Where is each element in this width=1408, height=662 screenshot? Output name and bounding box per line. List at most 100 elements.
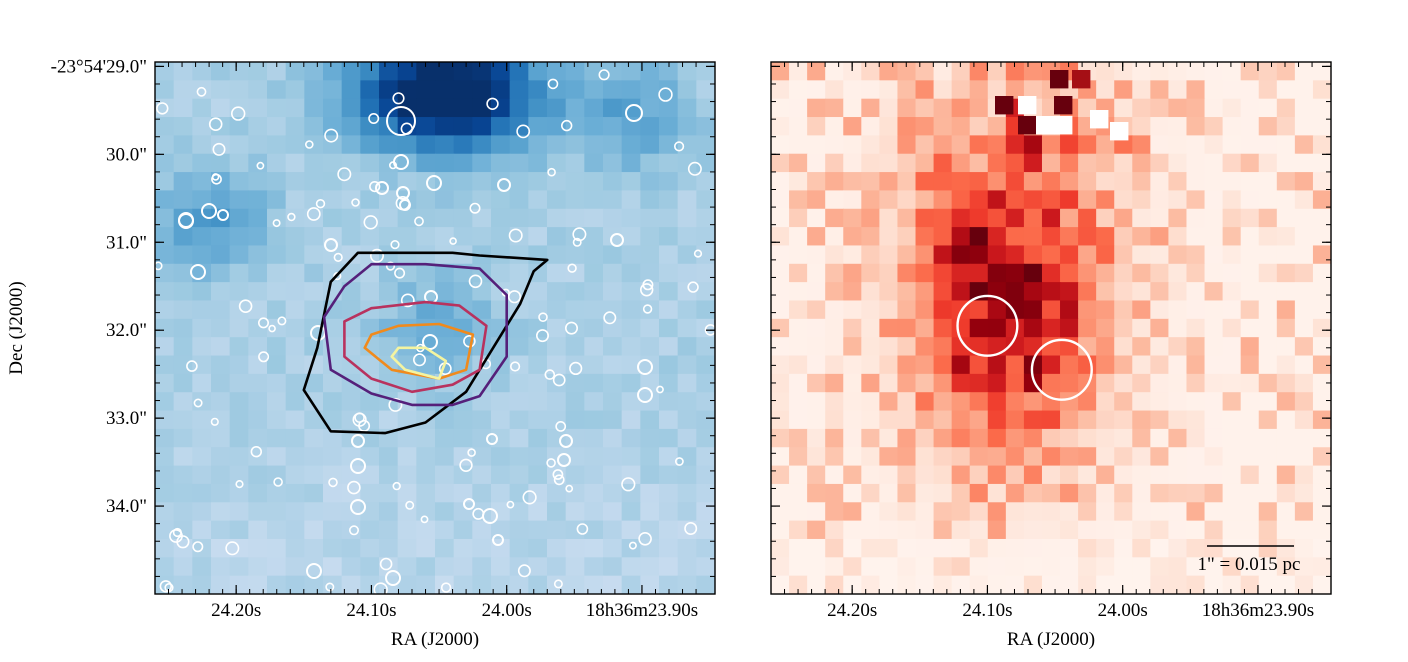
right-heatmap-cell xyxy=(789,575,808,594)
left-y-axis-label: Dec (J2000) xyxy=(6,281,27,374)
right-heatmap-cell xyxy=(1114,62,1133,81)
right-heatmap-cell xyxy=(987,410,1007,430)
left-heatmap-cell xyxy=(528,428,548,448)
source-circle xyxy=(347,480,361,495)
right-heatmap-cell xyxy=(987,190,1007,210)
left-heatmap-cell xyxy=(360,227,380,247)
left-heatmap-cell xyxy=(584,410,604,430)
right-heatmap-cell xyxy=(1150,392,1170,412)
left-heatmap-cell xyxy=(491,575,511,594)
source-marker-circle xyxy=(956,294,1019,357)
left-heatmap-cell xyxy=(304,245,324,265)
right-heatmap-cell xyxy=(1258,410,1278,430)
left-heatmap-cell xyxy=(621,575,641,594)
right-heatmap-cell xyxy=(1294,208,1314,228)
left-heatmap-cell xyxy=(360,190,380,210)
right-heatmap-cell xyxy=(807,190,826,210)
right-heatmap-cell xyxy=(1005,373,1025,393)
source-circle xyxy=(552,373,566,387)
right-heatmap-cell xyxy=(969,575,989,594)
left-heatmap-cell xyxy=(360,520,380,540)
right-heatmap-cell xyxy=(933,483,953,503)
left-heatmap-cell xyxy=(528,227,548,247)
left-heatmap-cell xyxy=(397,80,417,100)
left-heatmap-cell xyxy=(696,465,715,485)
right-heatmap-cell xyxy=(1096,300,1115,320)
right-heatmap-cell xyxy=(915,392,935,412)
right-heatmap-cell xyxy=(1222,263,1242,283)
right-heatmap-cell xyxy=(1258,190,1278,210)
right-heatmap-cell xyxy=(771,355,790,375)
left-heatmap-cell xyxy=(155,318,175,338)
right-heatmap-cell xyxy=(1186,392,1206,412)
left-heatmap-cell xyxy=(491,135,511,155)
left-heatmap-cell xyxy=(192,62,212,81)
left-heatmap-cell xyxy=(248,318,268,338)
right-heatmap-cell xyxy=(1023,80,1043,100)
source-circle xyxy=(328,477,338,488)
left-heatmap-cell xyxy=(435,483,455,503)
source-circle xyxy=(217,209,229,221)
left-heatmap-cell xyxy=(472,190,492,210)
right-heatmap-cell xyxy=(1132,263,1151,283)
right-heatmap-cell xyxy=(1204,428,1224,448)
right-heatmap-cell xyxy=(1132,282,1151,302)
right-heatmap-cell xyxy=(1078,337,1097,357)
left-heatmap-cell xyxy=(472,392,492,412)
right-heatmap-cell xyxy=(915,355,935,375)
right-heatmap-cell xyxy=(1258,318,1278,338)
source-circle xyxy=(400,122,413,135)
right-heatmap-cell xyxy=(1114,337,1133,357)
left-heatmap-cell xyxy=(491,447,511,467)
right-heatmap-cell xyxy=(1168,190,1188,210)
right-heatmap-cell xyxy=(1078,483,1097,503)
source-circle xyxy=(625,104,643,122)
left-heatmap-cell xyxy=(659,153,679,173)
right-heatmap-cell xyxy=(1132,98,1151,118)
left-heatmap-cell xyxy=(304,117,324,136)
right-heatmap-cell xyxy=(825,282,844,302)
left-heatmap-cell xyxy=(360,355,380,375)
right-heatmap-cell xyxy=(1018,116,1037,135)
left-heatmap-cell xyxy=(677,263,697,283)
left-heatmap-cell xyxy=(285,355,305,375)
left-heatmap-cell xyxy=(677,172,697,192)
right-heatmap-cell xyxy=(1023,208,1043,228)
right-heatmap-cell xyxy=(1276,263,1296,283)
right-heatmap-cell xyxy=(825,428,844,448)
source-circle xyxy=(231,106,246,121)
left-heatmap-cell xyxy=(267,172,287,192)
left-heatmap-cell xyxy=(248,98,268,118)
contour-level-5 xyxy=(390,346,448,380)
source-circle xyxy=(538,312,548,323)
right-heatmap-cell xyxy=(1132,538,1151,558)
left-heatmap-cell xyxy=(155,80,175,100)
right-heatmap-cell xyxy=(1294,300,1314,320)
source-circle xyxy=(337,167,352,182)
right-heatmap-cell xyxy=(771,190,790,210)
right-heatmap-cell xyxy=(1186,80,1206,100)
right-heatmap-cell xyxy=(951,520,971,540)
left-heatmap-cell xyxy=(547,447,567,467)
right-heatmap-cell xyxy=(843,208,862,228)
right-heatmap-cell xyxy=(1132,208,1151,228)
right-heatmap-cell xyxy=(1150,172,1170,192)
right-heatmap-cell xyxy=(1186,245,1206,265)
right-heatmap-cell xyxy=(825,80,844,100)
left-heatmap-cell xyxy=(360,117,380,136)
right-heatmap-cell xyxy=(1114,483,1133,503)
left-heatmap-cell xyxy=(621,227,641,247)
left-heatmap-cell xyxy=(491,153,511,173)
left-heatmap-cell xyxy=(565,62,585,81)
left-heatmap-cell xyxy=(416,62,436,81)
right-heatmap-cell xyxy=(1222,245,1242,265)
left-heatmap-cell xyxy=(267,465,287,485)
source-circle xyxy=(358,419,371,432)
right-heatmap-cell xyxy=(1041,520,1061,540)
left-heatmap-cell xyxy=(677,190,697,210)
left-heatmap-cell xyxy=(248,355,268,375)
left-heatmap-cell xyxy=(659,172,679,192)
right-heatmap-cell xyxy=(825,502,844,522)
right-heatmap-cell xyxy=(1114,392,1133,412)
right-heatmap-cell xyxy=(1258,373,1278,393)
